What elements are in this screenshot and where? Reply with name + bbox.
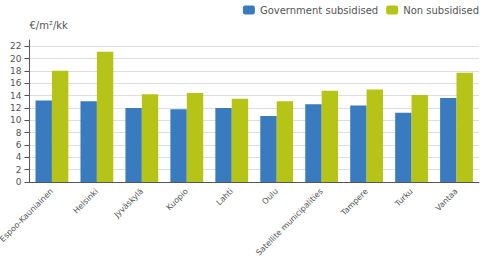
svg-text:22: 22: [10, 41, 21, 51]
svg-text:6: 6: [16, 140, 22, 150]
svg-text:14: 14: [10, 91, 22, 101]
svg-text:20: 20: [10, 54, 22, 64]
svg-text:Espoo-Kauniainen: Espoo-Kauniainen: [0, 187, 55, 244]
svg-text:€/m²/kk: €/m²/kk: [29, 20, 68, 31]
svg-text:0: 0: [16, 177, 22, 187]
svg-text:Kuopio: Kuopio: [165, 187, 191, 213]
svg-text:18: 18: [10, 66, 22, 76]
svg-text:2: 2: [16, 165, 22, 175]
svg-text:Helsinki: Helsinki: [71, 187, 100, 216]
svg-text:Vantaa: Vantaa: [434, 187, 460, 213]
svg-text:Tampere: Tampere: [339, 187, 370, 218]
svg-text:Lahti: Lahti: [215, 187, 235, 207]
svg-text:Turku: Turku: [393, 187, 415, 209]
svg-text:Oulu: Oulu: [260, 187, 280, 207]
svg-text:Jyväskylä: Jyväskylä: [112, 187, 145, 220]
svg-text:12: 12: [10, 103, 21, 113]
svg-text:Non subsidised: Non subsidised: [403, 5, 479, 16]
svg-text:Satellite municipalities: Satellite municipalities: [254, 187, 325, 258]
svg-text:Government subsidised: Government subsidised: [260, 5, 378, 16]
svg-text:16: 16: [10, 78, 22, 88]
svg-text:10: 10: [10, 115, 22, 125]
svg-text:4: 4: [16, 152, 22, 162]
svg-text:8: 8: [16, 128, 22, 138]
